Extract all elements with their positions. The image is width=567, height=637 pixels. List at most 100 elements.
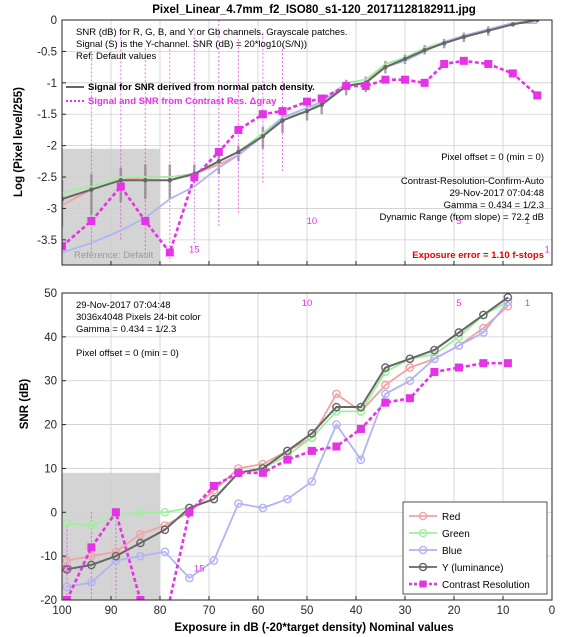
top-series-y-point	[535, 20, 540, 23]
top-series-y-line	[62, 20, 538, 200]
top-series-contrast-resolution-point	[190, 173, 199, 182]
bottom-series-y-luminance-point	[111, 551, 121, 561]
bottom-series-y-luminance-point	[209, 494, 219, 504]
bottom-series-contrast-resolution-point	[136, 596, 145, 600]
bottom-series-blue-point	[185, 573, 194, 583]
bottom-chart-ylabel: SNR (dB)	[19, 379, 31, 430]
top-info-right-line: Contrast-Resolution-Confirm-Auto	[401, 176, 544, 187]
bottom-series-green-point	[87, 521, 96, 530]
bottom-legend-swatch-marker	[418, 545, 428, 555]
figure-title: Pixel_Linear_4.7mm_f2_ISO80_s1-120_20171…	[152, 4, 476, 16]
top-series-contrast-resolution-point	[381, 75, 390, 84]
top-info-right-line: 29-Nov-2017 07:04:48	[449, 188, 544, 199]
bottom-legend-label: Green	[442, 529, 470, 540]
bottom-series-y-luminance-point	[62, 565, 72, 574]
top-ytick-label: -2	[47, 141, 57, 153]
top-series-contrast-resolution-point	[440, 59, 449, 68]
top-info-right-line: Gamma = 0.434 = 1/2.3	[444, 200, 544, 211]
top-series-y-point	[280, 118, 285, 123]
bottom-series-red-point	[332, 389, 341, 399]
bottom-legend-swatch-marker	[418, 511, 428, 521]
bottom-series-blue-point	[136, 551, 145, 561]
bottom-ytick-label: 50	[44, 288, 57, 300]
bottom-ytick-label: -20	[40, 595, 57, 607]
top-series-y-point	[402, 56, 408, 62]
bottom-series-blue-point	[307, 477, 317, 486]
bottom-legend-label: Red	[442, 512, 460, 523]
bottom-xtick-label: 100	[52, 605, 71, 617]
top-exposure-error: Exposure error = 1.10 f-stops	[412, 250, 544, 261]
top-series-y-point	[486, 28, 491, 33]
bottom-series-y-luminance-point	[356, 402, 366, 412]
top-series-y-point	[304, 108, 310, 114]
top-series-y-point	[167, 177, 172, 183]
bottom-series-contrast-resolution-point	[258, 468, 267, 477]
x-axis-label: Exposure in dB (-20*target density) Nomi…	[174, 622, 453, 634]
top-legend-label: Signal and SNR from Contrast Res. Δgray	[88, 96, 277, 107]
top-series-contrast-resolution-point	[401, 75, 409, 84]
top-legend-label: Signal for SNR derived from normal patch…	[88, 82, 315, 93]
bottom-series-y-luminance-point	[454, 328, 464, 337]
bottom-series-y-luminance-point	[430, 345, 439, 355]
bottom-series-blue-point	[62, 582, 72, 592]
top-series-contrast-resolution-line	[62, 59, 539, 256]
bottom-ytick-label: 0	[51, 507, 57, 519]
bottom-xtick-label: 10	[497, 605, 510, 617]
top-ytick-label: 0	[51, 15, 57, 27]
top-ytick-label: -1	[47, 78, 57, 90]
bottom-series-blue-line	[66, 301, 509, 588]
bottom-xtick-label: 40	[350, 605, 363, 617]
top-series-y-point	[260, 134, 266, 139]
top-series-contrast-resolution-point	[303, 97, 311, 106]
bottom-legend-label: Contrast Resolution	[442, 580, 530, 591]
top-series-contrast-resolution-point	[508, 69, 517, 78]
bottom-series-blue-point	[258, 503, 268, 513]
top-series-contrast-resolution-point	[234, 125, 243, 134]
bottom-legend-swatch-marker	[418, 528, 428, 538]
bottom-series-green-point	[62, 518, 72, 528]
bottom-ytick-label: 40	[44, 332, 57, 344]
bottom-series-contrast-resolution-point	[381, 398, 390, 407]
bottom-legend-label: Y (luminance)	[442, 563, 504, 574]
top-info-right-line: Pixel offset = 0 (min = 0)	[441, 152, 544, 163]
top-series-contrast-resolution-point	[87, 217, 96, 226]
bottom-series-contrast-resolution-point	[161, 618, 168, 625]
bottom-series-blue-point	[430, 354, 439, 364]
bottom-series-contrast-resolution-point	[479, 359, 488, 368]
top-series-y-point	[319, 102, 324, 108]
top-info-line: Ref: Default values	[76, 51, 157, 62]
bottom-xtick-label: 50	[301, 605, 314, 617]
top-patch-number-label: 5	[456, 216, 461, 227]
top-series-contrast-resolution-point	[62, 242, 66, 251]
bottom-xtick-label: 20	[448, 605, 461, 617]
bottom-info-line: Gamma = 0.434 = 1/2.3	[76, 324, 176, 335]
top-series-b-line	[62, 22, 538, 254]
top-series-contrast-resolution-point	[141, 217, 150, 226]
top-series-y-point	[236, 149, 241, 155]
top-series-contrast-resolution-point	[361, 81, 370, 90]
bottom-series-contrast-resolution-point	[87, 543, 96, 552]
bottom-xtick-label: 70	[203, 605, 216, 617]
top-patch-number-label: 10	[307, 216, 318, 227]
bottom-xtick-label: 80	[154, 605, 167, 617]
bottom-series-y-luminance-point	[381, 363, 390, 372]
bottom-series-blue-point	[283, 494, 292, 504]
top-info-line: Signal (S) is the Y-channel. SNR (dB) = …	[76, 39, 307, 50]
bottom-ytick-label: 20	[44, 420, 57, 432]
top-ytick-label: -3.5	[37, 235, 57, 247]
bottom-series-red-point	[405, 363, 415, 372]
bottom-info-line: 29-Nov-2017 07:04:48	[76, 300, 171, 311]
top-patch-number-label: 1	[525, 216, 530, 227]
top-series-contrast-resolution-point	[116, 182, 125, 191]
bottom-info-line: Pixel offset = 0 (min = 0)	[76, 348, 179, 359]
bottom-series-blue-point	[381, 389, 390, 399]
bottom-series-y-luminance-point	[479, 310, 488, 320]
bottom-series-blue-point	[405, 376, 415, 386]
bottom-series-red-point	[136, 529, 145, 539]
bottom-legend-label: Blue	[442, 546, 462, 557]
bottom-legend-swatch-marker	[419, 580, 427, 588]
bottom-series-contrast-resolution-point	[454, 363, 463, 372]
top-reference-label: Reference: Default	[74, 250, 154, 261]
